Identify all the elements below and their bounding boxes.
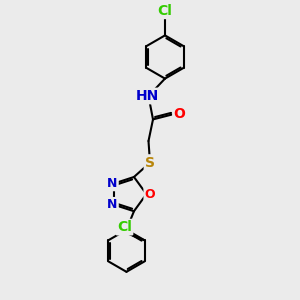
- Text: HN: HN: [135, 89, 159, 103]
- Text: Cl: Cl: [117, 220, 132, 234]
- Text: S: S: [145, 156, 155, 170]
- Text: O: O: [145, 188, 155, 201]
- Text: N: N: [107, 198, 118, 211]
- Text: O: O: [173, 107, 185, 121]
- Text: N: N: [107, 177, 118, 190]
- Text: Cl: Cl: [158, 4, 172, 18]
